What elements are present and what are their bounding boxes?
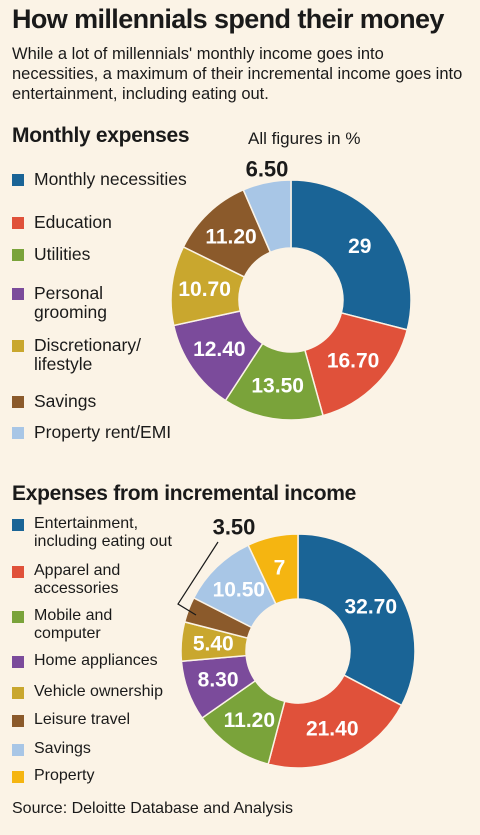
legend-item: Property rent/EMI	[12, 423, 212, 442]
slice-value-label: 11.20	[205, 225, 256, 248]
legend-swatch	[12, 427, 24, 439]
donut-slice	[247, 533, 299, 605]
donut-slice	[242, 179, 292, 254]
donut-slice	[267, 674, 403, 769]
donut-slice	[297, 533, 416, 707]
slice-value-label: 10.70	[178, 278, 231, 301]
legend-label: Vehicle ownership	[34, 683, 163, 700]
legend-label: Discretionary/ lifestyle	[34, 335, 141, 374]
slice-value-label: 3.50	[213, 515, 256, 540]
legend-item: Utilities	[12, 245, 212, 264]
legend-label: Savings	[34, 740, 91, 757]
legend-swatch	[12, 656, 24, 668]
monthly-expenses-title: Monthly expenses	[12, 124, 190, 147]
leader-line	[177, 541, 219, 616]
legend-label: Savings	[34, 391, 97, 411]
slice-value-label: 13.50	[251, 374, 304, 397]
legend-item: Property	[12, 767, 212, 785]
legend-swatch	[12, 744, 24, 756]
legend-swatch	[12, 174, 24, 186]
source-note: Source: Deloitte Database and Analysis	[12, 800, 294, 817]
legend-swatch	[12, 771, 24, 783]
slice-value-label: 10.50	[213, 578, 266, 601]
units-note: All figures in %	[248, 129, 361, 148]
chart-subtitle: While a lot of millennials' monthly inco…	[12, 45, 463, 103]
legend-item: Apparel and accessories	[12, 562, 212, 598]
slice-value-label: 7	[274, 557, 286, 580]
slice-value-label: 11.20	[224, 709, 275, 732]
legend-item: Education	[12, 213, 212, 232]
legend-swatch	[12, 519, 24, 531]
legend-label: Entertainment, including eating out	[34, 515, 172, 550]
legend-swatch	[12, 249, 24, 261]
legend-item: Vehicle ownership	[12, 683, 212, 701]
legend-label: Utilities	[34, 244, 91, 264]
slice-value-label: 8.30	[198, 669, 239, 692]
legend-swatch	[12, 288, 24, 300]
legend-swatch	[12, 566, 24, 578]
legend-swatch	[12, 715, 24, 727]
legend-item: Mobile and computer	[12, 607, 212, 643]
slice-value-label: 6.50	[246, 157, 289, 182]
legend-label: Monthly necessities	[34, 169, 187, 189]
legend-label: Mobile and computer	[34, 607, 113, 642]
legend-swatch	[12, 611, 24, 623]
legend-label: Home appliances	[34, 652, 158, 669]
legend-item: Savings	[12, 392, 212, 411]
legend-item: Discretionary/ lifestyle	[12, 336, 212, 374]
donut-slice	[290, 179, 412, 331]
legend-label: Education	[34, 212, 112, 232]
legend-item: Monthly necessities	[12, 170, 212, 189]
legend-item: Personal grooming	[12, 284, 212, 322]
slice-value-label: 5.40	[193, 633, 234, 656]
slice-value-label: 32.70	[344, 596, 397, 619]
chart-title: How millennials spend their money	[12, 4, 444, 34]
legend-item: Home appliances	[12, 652, 212, 670]
legend-label: Property	[34, 767, 95, 784]
slice-value-label: 16.70	[327, 349, 380, 372]
legend-label: Apparel and accessories	[34, 562, 121, 597]
slice-value-label: 21.40	[306, 717, 359, 740]
legend-label: Personal grooming	[34, 283, 107, 322]
legend-swatch	[12, 340, 24, 352]
legend-swatch	[12, 687, 24, 699]
slice-value-label: 12.40	[193, 338, 246, 361]
legend-item: Leisure travel	[12, 711, 212, 729]
legend-label: Leisure travel	[34, 711, 131, 728]
incremental-income-title: Expenses from incremental income	[12, 482, 357, 505]
legend-item: Entertainment, including eating out	[12, 515, 212, 551]
legend-swatch	[12, 396, 24, 408]
slice-value-label: 29	[348, 235, 371, 258]
legend-label: Property rent/EMI	[34, 422, 172, 442]
legend-item: Savings	[12, 740, 212, 758]
legend-swatch	[12, 217, 24, 229]
